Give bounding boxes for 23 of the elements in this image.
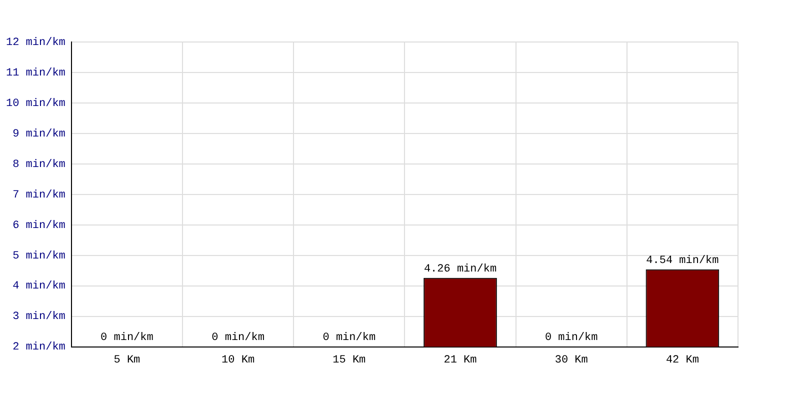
- x-tick-label: 21 Km: [444, 354, 478, 366]
- x-tick-label: 15 Km: [332, 354, 366, 366]
- text: 0 min/km: [322, 332, 376, 344]
- y-tick-label: 2 min/km: [12, 342, 66, 354]
- data-label: 4.54 min/km: [646, 254, 720, 267]
- y-tick-label: 12 min/km: [6, 36, 66, 49]
- y-tick-label: 5 min/km: [12, 250, 66, 262]
- y-tick-label: 6 min/km: [12, 220, 66, 232]
- x-tick-label: 10 Km: [222, 354, 255, 366]
- x-tick-label: 5 Km: [114, 354, 141, 366]
- data-label: 4.26 min/km: [424, 263, 497, 276]
- y-tick-label: 4 min/km: [12, 280, 66, 293]
- y-tick-label: 9 min/km: [12, 128, 66, 140]
- y-tick-label: 10 min/km: [6, 98, 66, 110]
- x-tick-label: 42 Km: [666, 354, 700, 366]
- y-tick-label: 11 min/km: [6, 67, 66, 80]
- text: 0 min/km: [212, 332, 264, 344]
- y-tick-label: 3 min/km: [12, 311, 66, 324]
- y-tick-label: 8 min/km: [12, 158, 66, 171]
- y-tick-label: 7 min/km: [12, 189, 66, 202]
- x-tick-label: 30 Km: [554, 354, 588, 366]
- text: 0 min/km: [100, 332, 154, 344]
- text: 0 min/km: [544, 332, 598, 344]
